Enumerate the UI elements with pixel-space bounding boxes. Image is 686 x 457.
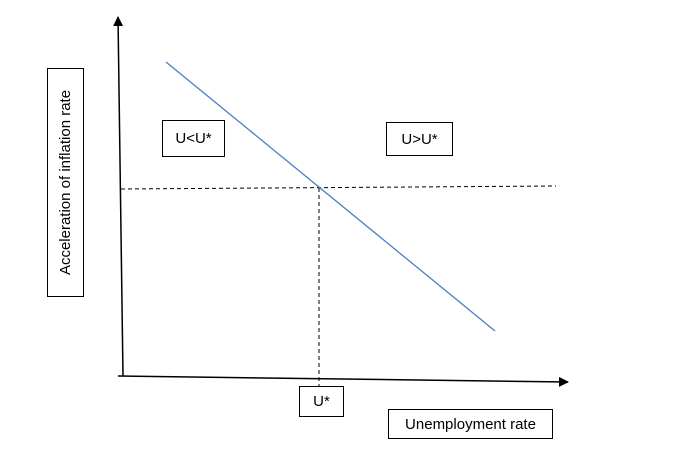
phillips-curve-line — [165, 61, 496, 332]
region-right-label: U>U* — [386, 122, 453, 156]
x-axis — [117, 375, 569, 387]
y-axis-label-box: Acceleration of inflation rate — [47, 68, 84, 297]
y-axis — [113, 16, 124, 377]
region-left-label: U<U* — [162, 120, 225, 157]
natural-rate-label: U* — [299, 386, 344, 417]
y-axis-label: Acceleration of inflation rate — [57, 89, 75, 276]
x-axis-label: Unemployment rate — [388, 409, 553, 439]
horizontal-reference-line — [120, 185, 557, 190]
